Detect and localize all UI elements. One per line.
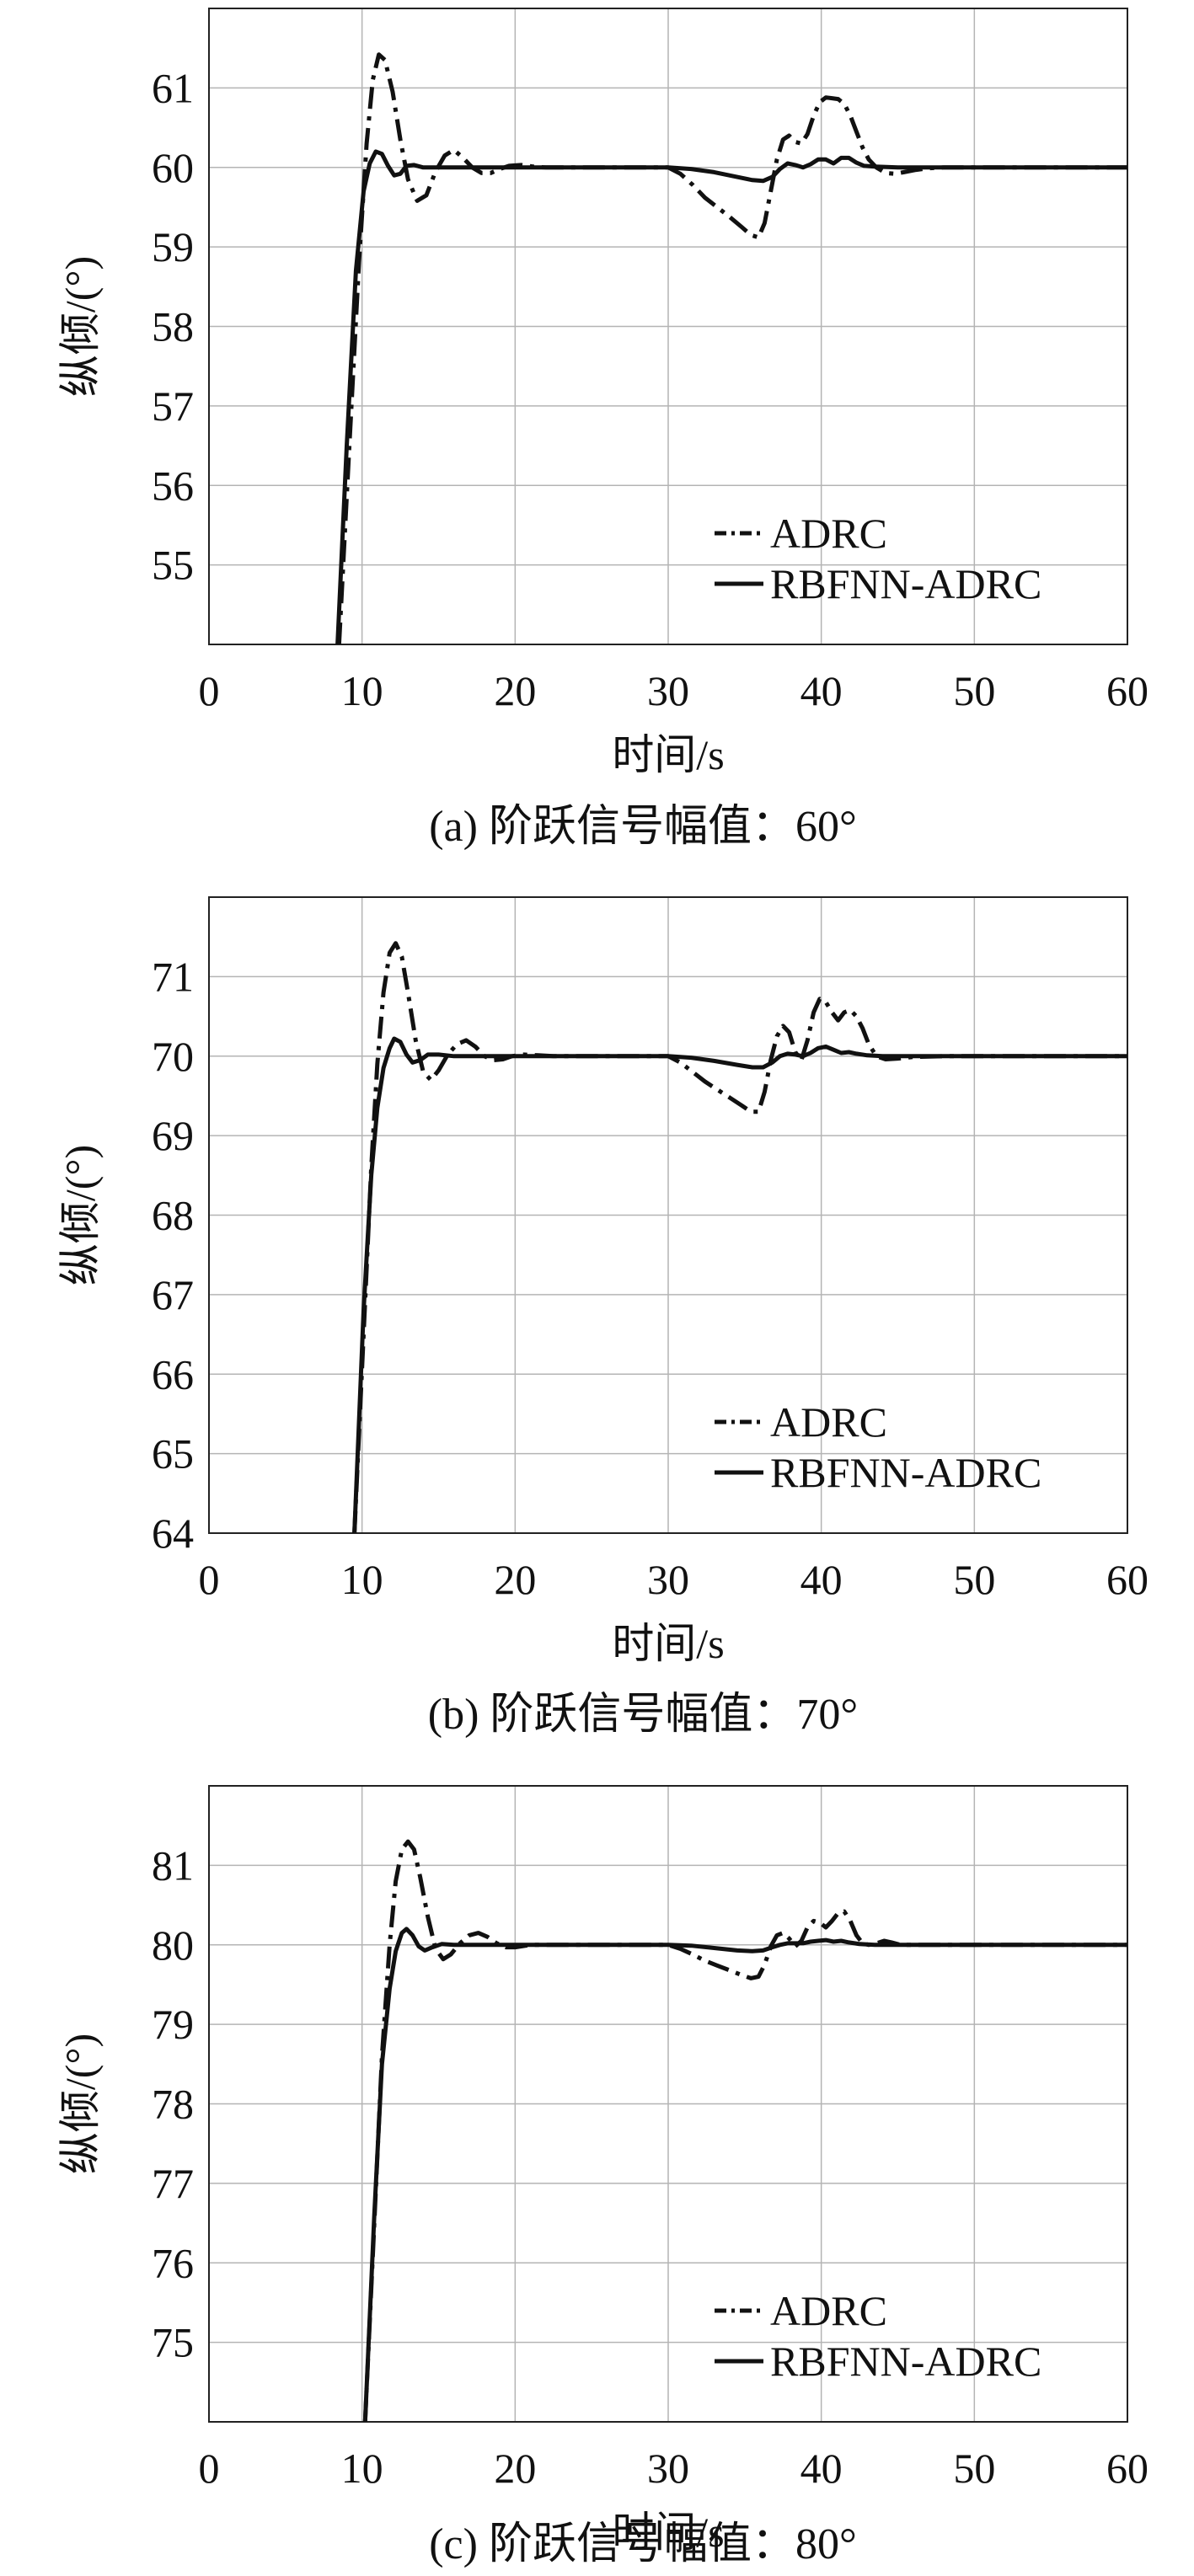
y-tick-label: 66 xyxy=(152,1350,194,1398)
series-line-rbfnn-adrc xyxy=(362,1927,1127,2422)
y-tick-label: 55 xyxy=(152,542,194,589)
y-axis-label: 纵倾/(°) xyxy=(56,2034,104,2174)
legend-label-adrc: ADRC xyxy=(770,510,887,557)
y-tick-label: 81 xyxy=(152,1841,194,1889)
x-tick-label: 10 xyxy=(341,1556,383,1603)
y-axis-label: 纵倾/(°) xyxy=(56,1145,104,1285)
x-tick-label: 30 xyxy=(647,2445,689,2492)
x-tick-label: 10 xyxy=(341,667,383,714)
x-tick-label: 0 xyxy=(199,2445,220,2492)
figure-caption: (c) 阶跃信号幅值：80° xyxy=(429,2520,857,2568)
x-axis-label: 时间/s xyxy=(612,1620,724,1667)
x-tick-label: 0 xyxy=(199,1556,220,1603)
x-tick-label: 50 xyxy=(953,2445,995,2492)
legend-label-rbfnn-adrc: RBFNN-ADRC xyxy=(770,2338,1041,2385)
x-tick-label: 20 xyxy=(494,1556,536,1603)
chart-panel-2: 0 10 20 30 40 50 60 64 65 66 67 68 69 70 71 时间/s 纵倾/(°) A… xyxy=(56,896,1148,1739)
x-tick-label: 60 xyxy=(1106,1556,1148,1603)
x-axis-label: 时间/s xyxy=(612,2509,724,2556)
x-tick-label: 60 xyxy=(1106,2445,1148,2492)
y-tick-label: 69 xyxy=(152,1112,194,1159)
figure-caption: (a) 阶跃信号幅值：60° xyxy=(429,803,857,851)
y-tick-label: 59 xyxy=(152,223,194,270)
y-tick-label: 78 xyxy=(152,2081,194,2128)
chart-panel-1: 0 10 20 30 40 50 60 55 56 57 58 59 60 61 时间/s 纵倾/(°) ADR… xyxy=(56,8,1148,851)
y-tick-label: 71 xyxy=(152,953,194,1000)
chart-panel-3: 0 10 20 30 40 50 60 75 76 77 78 79 80 81 时间/s 纵倾/(°) ADR… xyxy=(56,1785,1148,2568)
y-tick-label: 77 xyxy=(152,2160,194,2207)
y-tick-label: 76 xyxy=(152,2239,194,2286)
x-tick-label: 40 xyxy=(800,1556,843,1603)
x-tick-label: 50 xyxy=(953,667,995,714)
x-tick-label: 40 xyxy=(800,2445,843,2492)
y-tick-label: 64 xyxy=(152,1510,194,1557)
y-axis-label: 纵倾/(°) xyxy=(56,256,104,397)
legend-label-rbfnn-adrc: RBFNN-ADRC xyxy=(770,560,1041,607)
y-tick-label: 68 xyxy=(152,1192,194,1239)
y-tick-label: 58 xyxy=(152,303,194,350)
y-tick-label: 61 xyxy=(152,64,194,111)
x-tick-label: 60 xyxy=(1106,667,1148,714)
legend-label-adrc: ADRC xyxy=(770,2287,887,2334)
series-line-adrc xyxy=(336,52,1127,644)
plot-frame xyxy=(208,1785,1128,2423)
x-tick-label: 30 xyxy=(647,1556,689,1603)
y-tick-label: 57 xyxy=(152,382,194,430)
legend-label-adrc: ADRC xyxy=(770,1398,887,1446)
y-tick-label: 79 xyxy=(152,2001,194,2048)
x-axis-label: 时间/s xyxy=(612,731,724,778)
y-tick-label: 70 xyxy=(152,1033,194,1080)
series-line-rbfnn-adrc xyxy=(352,1036,1127,1533)
x-tick-label: 20 xyxy=(494,2445,536,2492)
legend-label-rbfnn-adrc: RBFNN-ADRC xyxy=(770,1449,1041,1496)
x-tick-label: 10 xyxy=(341,2445,383,2492)
figure-caption: (b) 阶跃信号幅值：70° xyxy=(428,1691,858,1739)
x-tick-label: 30 xyxy=(647,667,689,714)
plot-frame xyxy=(208,8,1128,645)
y-tick-label: 80 xyxy=(152,1921,194,1969)
x-tick-label: 50 xyxy=(953,1556,995,1603)
x-tick-label: 40 xyxy=(800,667,843,714)
y-tick-label: 75 xyxy=(152,2319,194,2366)
series-line-rbfnn-adrc xyxy=(335,149,1127,644)
series-line-adrc xyxy=(362,1839,1127,2422)
x-tick-label: 0 xyxy=(199,667,220,714)
y-tick-label: 67 xyxy=(152,1271,194,1318)
y-tick-label: 60 xyxy=(152,144,194,191)
x-tick-label: 20 xyxy=(494,667,536,714)
y-tick-label: 56 xyxy=(152,462,194,509)
plot-frame xyxy=(208,896,1128,1534)
series-line-adrc xyxy=(352,941,1127,1533)
y-tick-label: 65 xyxy=(152,1430,194,1478)
